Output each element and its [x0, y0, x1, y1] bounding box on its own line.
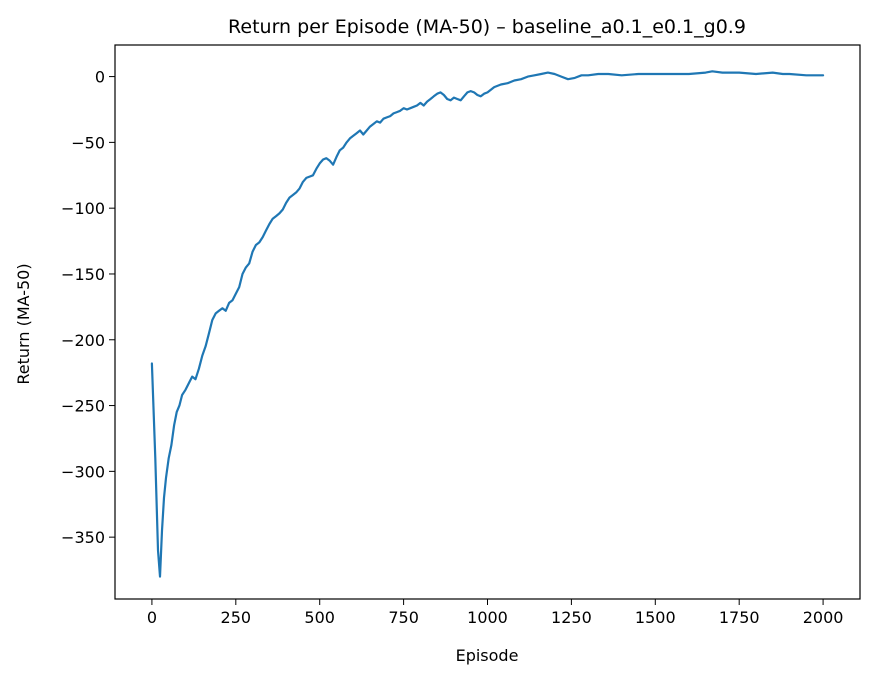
x-tick-label: 2000	[803, 608, 844, 627]
y-tick-label: −350	[61, 528, 105, 547]
y-tick-label: 0	[95, 68, 105, 87]
x-tick-label: 500	[304, 608, 335, 627]
x-tick-label: 250	[221, 608, 252, 627]
plot-area	[150, 70, 825, 578]
y-tick-label: −250	[61, 397, 105, 416]
y-tick-label: −50	[71, 133, 105, 152]
y-axis: 0 −50 −100 −150 −200 −250 −300 −350	[61, 68, 115, 547]
x-tick-label: 1500	[635, 608, 676, 627]
x-tick-label: 1250	[551, 608, 592, 627]
y-tick-label: −300	[61, 462, 105, 481]
y-axis-label: Return (MA-50)	[14, 263, 33, 384]
x-tick-label: 1750	[719, 608, 760, 627]
y-tick-label: −100	[61, 199, 105, 218]
chart-title: Return per Episode (MA-50) – baseline_a0…	[228, 16, 746, 38]
x-tick-label: 750	[388, 608, 419, 627]
x-tick-label: 1000	[467, 608, 508, 627]
x-axis: 0 250 500 750 1000 1250 1500 1750 2000	[147, 599, 844, 627]
series-line-0	[150, 70, 825, 578]
y-tick-label: −200	[61, 331, 105, 350]
x-axis-label: Episode	[456, 646, 519, 665]
y-tick-label: −150	[61, 265, 105, 284]
x-tick-label: 0	[147, 608, 157, 627]
